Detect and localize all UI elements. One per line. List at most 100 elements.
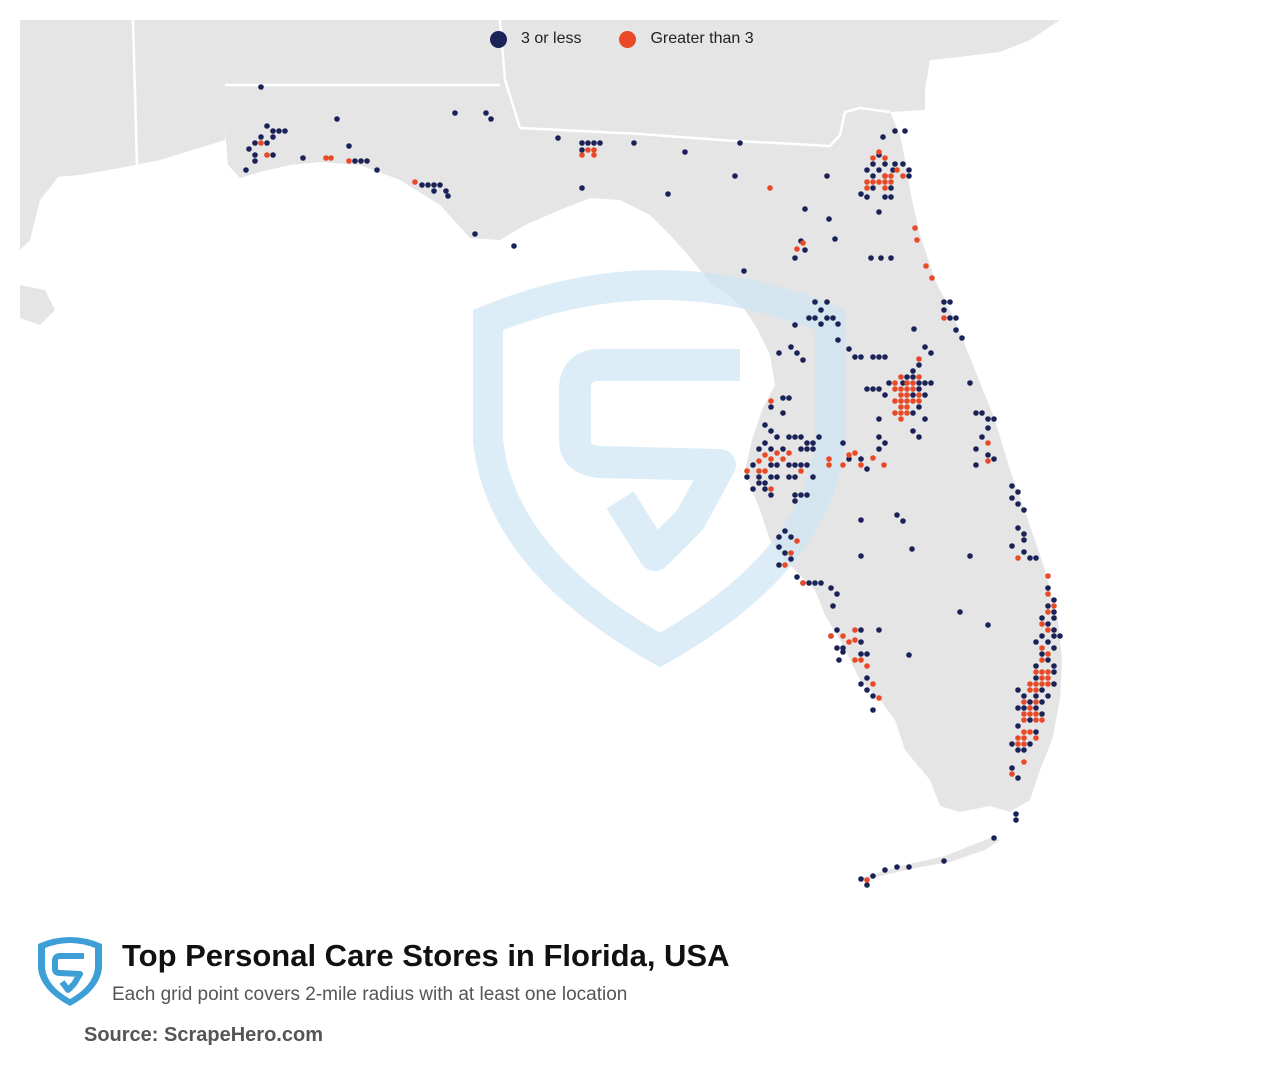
grid-point-low	[941, 299, 947, 305]
legend-item-low: 3 or less	[490, 30, 581, 48]
grid-point-low	[870, 386, 876, 392]
grid-point-high	[794, 246, 800, 252]
grid-point-low	[555, 135, 561, 141]
grid-point-low	[916, 434, 922, 440]
grid-point-low	[364, 158, 370, 164]
grid-point-high	[864, 179, 870, 185]
grid-point-low	[431, 182, 437, 188]
grid-point-low	[1021, 531, 1027, 537]
grid-point-low	[824, 315, 830, 321]
grid-point-high	[916, 398, 922, 404]
grid-point-high	[782, 562, 788, 568]
grid-point-low	[762, 480, 768, 486]
grid-point-high	[826, 462, 832, 468]
grid-point-low	[888, 194, 894, 200]
grid-point-low	[334, 116, 340, 122]
grid-point-low	[1033, 663, 1039, 669]
grid-point-low	[762, 422, 768, 428]
grid-point-high	[864, 663, 870, 669]
grid-point-high	[876, 149, 882, 155]
grid-point-high	[910, 380, 916, 386]
grid-point-low	[744, 474, 750, 480]
grid-point-low	[1033, 555, 1039, 561]
grid-point-high	[1039, 675, 1045, 681]
grid-point-low	[737, 140, 743, 146]
grid-point-low	[1015, 501, 1021, 507]
grid-point-high	[882, 185, 888, 191]
grid-point-high	[852, 657, 858, 663]
grid-point-low	[858, 354, 864, 360]
grid-point-high	[1033, 711, 1039, 717]
grid-point-low	[947, 315, 953, 321]
grid-point-low	[858, 681, 864, 687]
grid-point-low	[483, 110, 489, 116]
grid-point-low	[1009, 483, 1015, 489]
grid-point-low	[826, 216, 832, 222]
grid-point-low	[1033, 705, 1039, 711]
grid-point-high	[756, 468, 762, 474]
grid-point-low	[916, 362, 922, 368]
grid-point-low	[858, 553, 864, 559]
grid-point-low	[1045, 603, 1051, 609]
grid-point-high	[346, 158, 352, 164]
grid-point-high	[1033, 669, 1039, 675]
grid-point-high	[780, 456, 786, 462]
grid-point-low	[906, 652, 912, 658]
grid-point-high	[894, 167, 900, 173]
grid-point-high	[264, 152, 270, 158]
grid-point-low	[985, 425, 991, 431]
grid-point-high	[826, 456, 832, 462]
grid-point-high	[898, 374, 904, 380]
grid-point-low	[794, 350, 800, 356]
grid-point-low	[835, 337, 841, 343]
grid-point-low	[780, 446, 786, 452]
grid-point-high	[929, 275, 935, 281]
grid-point-low	[776, 534, 782, 540]
grid-point-low	[812, 580, 818, 586]
grid-point-low	[957, 609, 963, 615]
grid-point-low	[346, 143, 352, 149]
grid-point-low	[804, 446, 810, 452]
grid-point-low	[419, 182, 425, 188]
grid-point-high	[1021, 759, 1027, 765]
grid-point-low	[782, 550, 788, 556]
grid-point-low	[1045, 621, 1051, 627]
land-gulf-coast-west	[20, 175, 60, 250]
grid-point-high	[870, 155, 876, 161]
grid-point-high	[1039, 657, 1045, 663]
grid-point-high	[1027, 681, 1033, 687]
grid-point-low	[916, 386, 922, 392]
grid-point-low	[1015, 747, 1021, 753]
grid-point-low	[902, 128, 908, 134]
grid-point-high	[870, 455, 876, 461]
grid-point-low	[788, 344, 794, 350]
grid-point-low	[1027, 717, 1033, 723]
grid-point-low	[858, 456, 864, 462]
grid-point-low	[786, 462, 792, 468]
grid-point-high	[1045, 669, 1051, 675]
grid-point-low	[270, 134, 276, 140]
grid-point-high	[1015, 741, 1021, 747]
grid-point-low	[834, 627, 840, 633]
legend-label-high: Greater than 3	[650, 30, 754, 47]
grid-point-low	[953, 327, 959, 333]
grid-point-low	[1015, 525, 1021, 531]
grid-point-low	[768, 446, 774, 452]
grid-point-low	[916, 404, 922, 410]
grid-point-low	[374, 167, 380, 173]
grid-point-high	[798, 468, 804, 474]
grid-point-low	[876, 446, 882, 452]
border-fl-ga	[519, 106, 891, 148]
legend-swatch-low	[490, 30, 507, 48]
grid-point-high	[1015, 735, 1021, 741]
grid-point-low	[832, 236, 838, 242]
grid-point-low	[836, 657, 842, 663]
grid-point-low	[858, 517, 864, 523]
grid-point-low	[792, 434, 798, 440]
grid-point-high	[1015, 555, 1021, 561]
source-credit: Source: ScrapeHero.com	[84, 1024, 323, 1046]
grid-point-low	[973, 462, 979, 468]
grid-point-low	[878, 255, 884, 261]
grid-point-low	[1039, 711, 1045, 717]
grid-point-low	[1021, 693, 1027, 699]
